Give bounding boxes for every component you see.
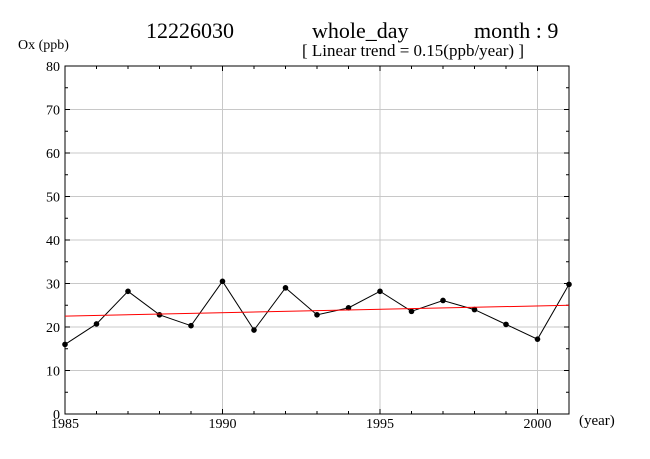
- y-tick-label: 70: [46, 104, 60, 119]
- data-point: [125, 288, 131, 295]
- data-point: [156, 312, 163, 318]
- chart-title-month: month : 9: [474, 18, 559, 43]
- data-point: [314, 312, 320, 318]
- x-tick-label: 1995: [366, 417, 394, 432]
- data-point: [534, 336, 541, 342]
- x-tick-label: 2000: [524, 417, 552, 432]
- chart-title-station: 12226030: [146, 18, 234, 43]
- y-tick-label: 40: [46, 234, 60, 249]
- data-point: [471, 306, 478, 313]
- trend-line: [64, 304, 570, 317]
- x-axis-label: (year): [579, 413, 615, 429]
- data-point: [408, 308, 415, 315]
- data-point: [282, 285, 289, 291]
- data-point: [503, 321, 509, 328]
- y-tick-label: 10: [46, 365, 60, 380]
- y-tick-label: 80: [46, 60, 60, 75]
- y-tick-label: 0: [53, 408, 60, 423]
- y-tick-label: 60: [46, 147, 60, 162]
- y-axis-label: Ox (ppb): [18, 38, 69, 53]
- plot-frame: [64, 65, 570, 415]
- data-point: [345, 305, 352, 311]
- y-tick-label: 50: [46, 191, 60, 206]
- x-tick-label: 1990: [209, 417, 237, 432]
- data-point: [62, 341, 68, 348]
- data-point: [251, 327, 257, 333]
- data-point: [188, 322, 194, 329]
- data-point: [219, 278, 226, 285]
- chart-title-period: whole_day: [312, 18, 409, 43]
- y-tick-label: 30: [46, 278, 60, 293]
- data-point: [377, 288, 383, 295]
- data-point: [440, 297, 446, 304]
- y-tick-label: 20: [46, 321, 60, 336]
- linear-trend-label: [ Linear trend = 0.15(ppb/year) ]: [302, 41, 524, 60]
- data-point: [93, 321, 100, 327]
- data-point: [566, 281, 572, 288]
- x-tick-label: 1985: [51, 417, 79, 432]
